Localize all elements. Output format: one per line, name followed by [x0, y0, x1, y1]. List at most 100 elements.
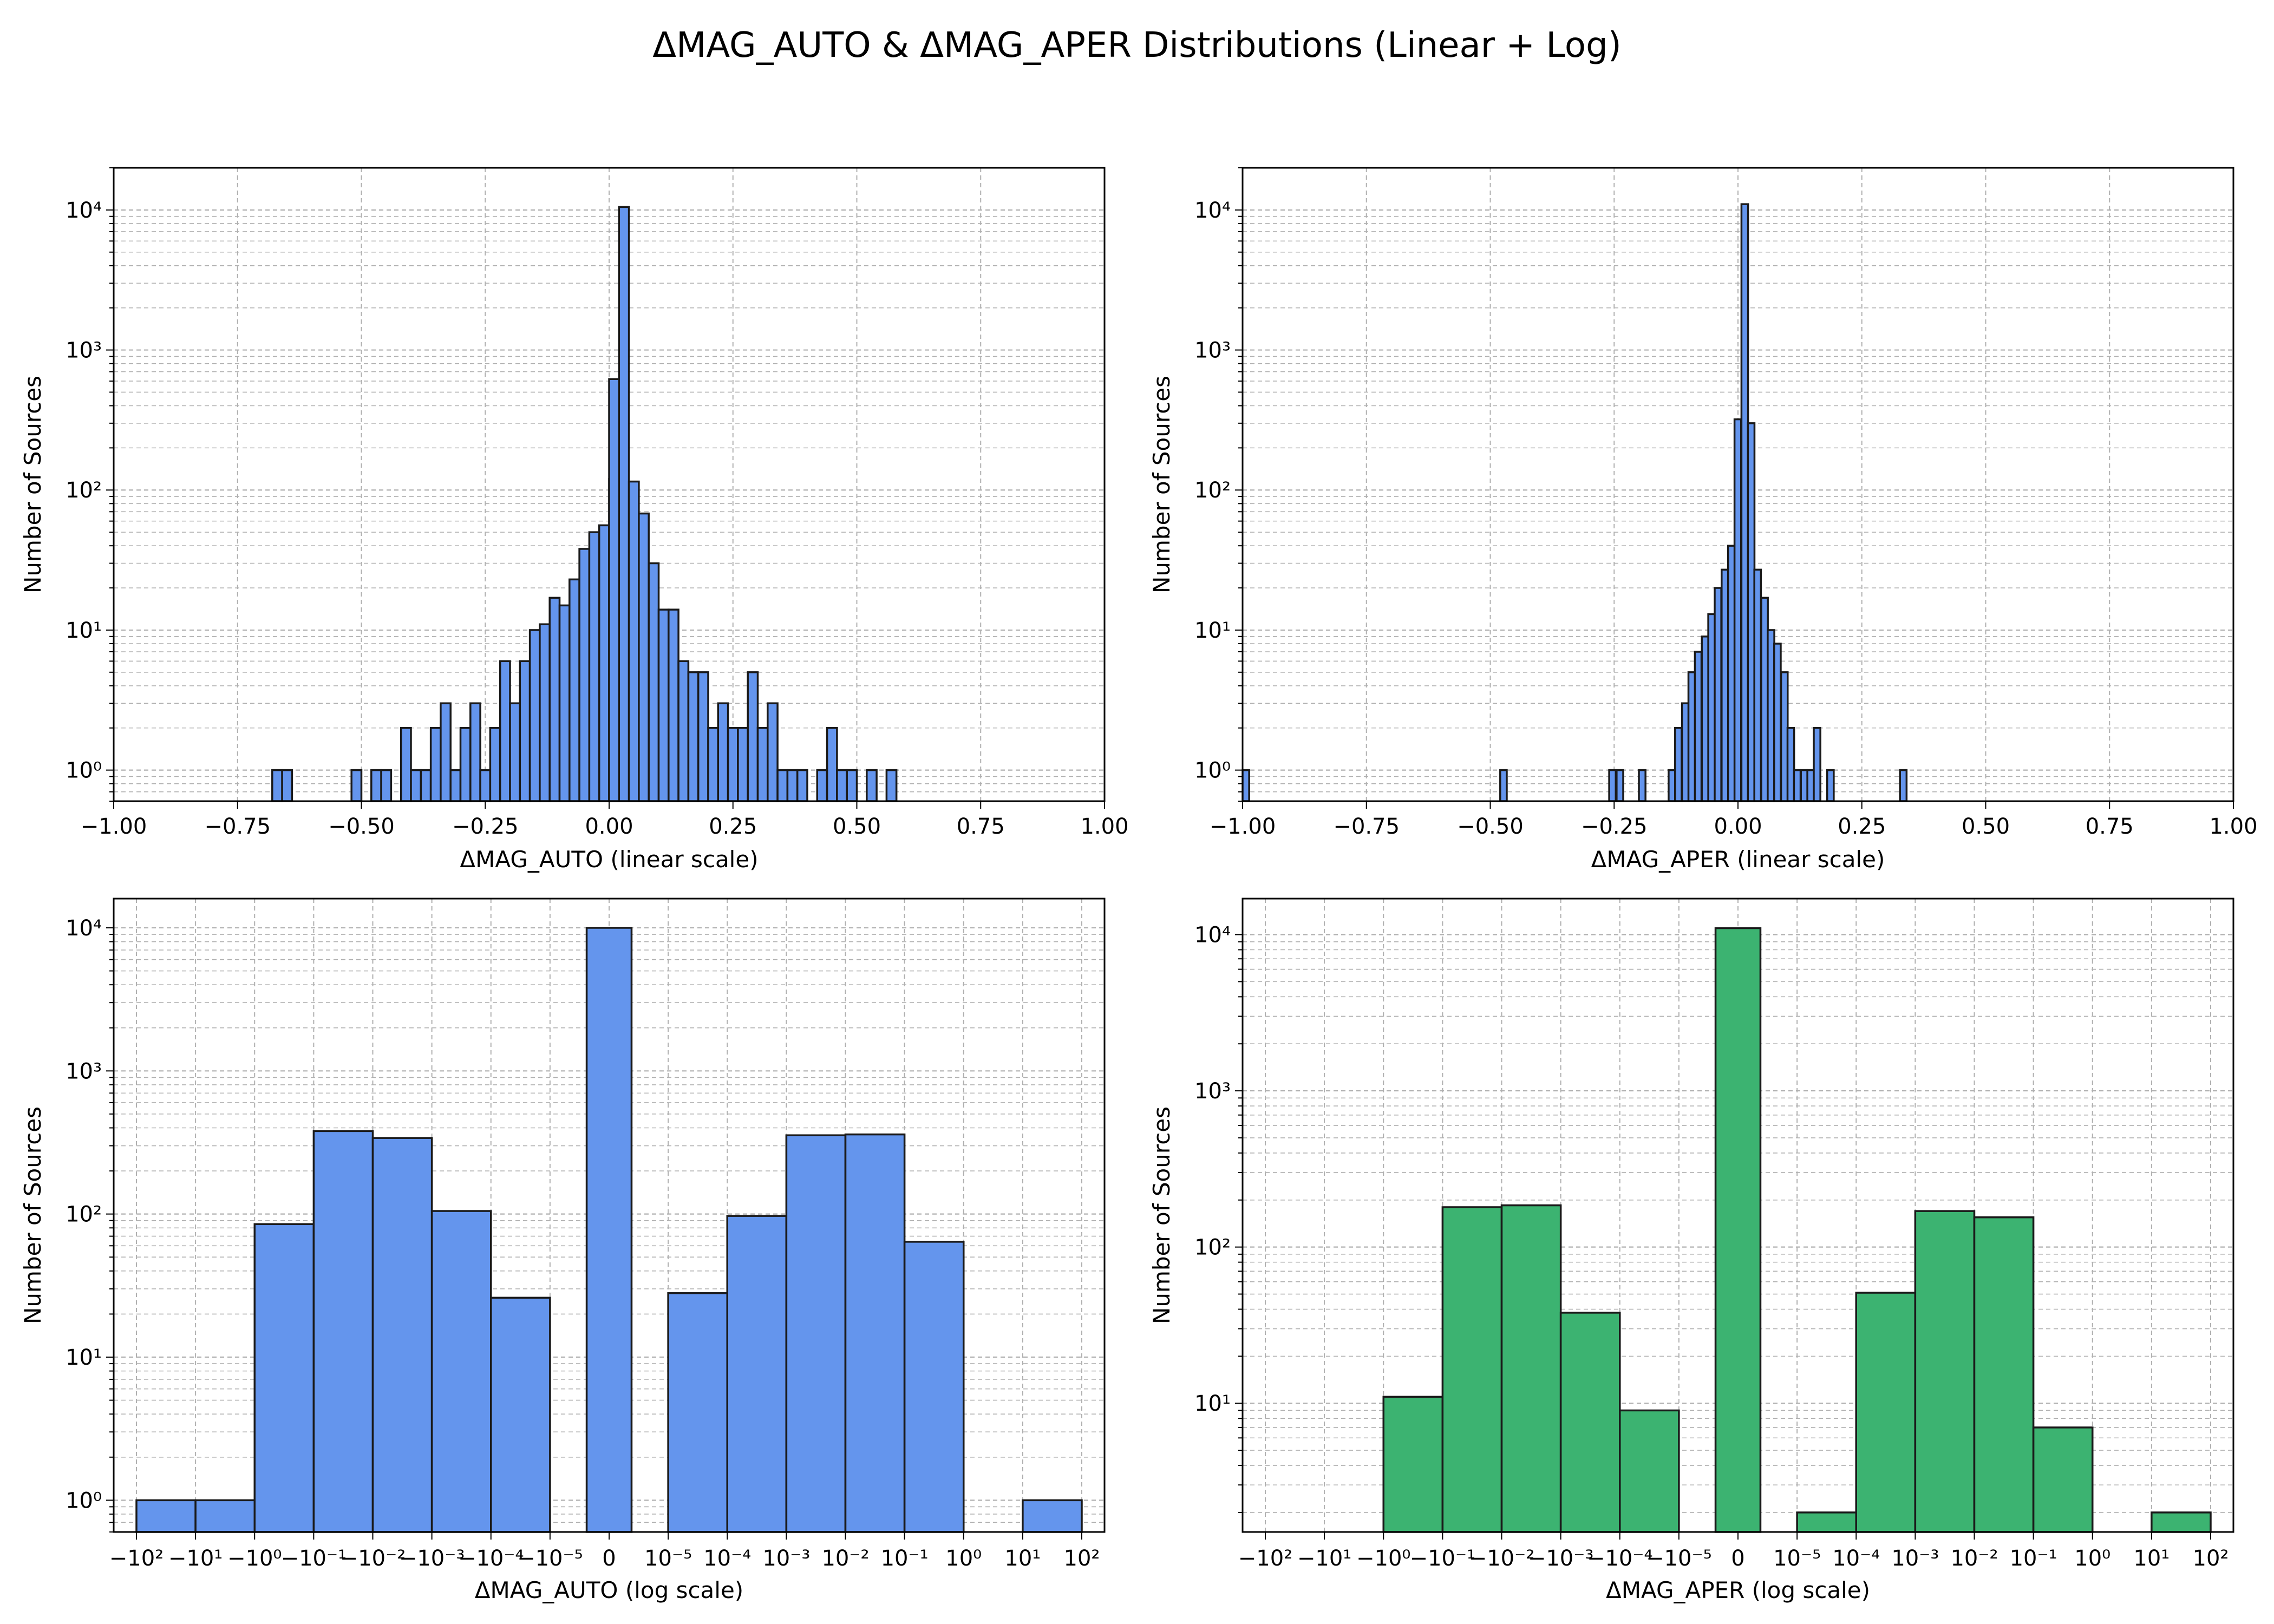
x-tick-label: −0.50	[328, 814, 395, 839]
x-tick-label: 10⁻¹	[2010, 1546, 2057, 1571]
x-tick-label: 10⁻⁴	[703, 1546, 751, 1571]
y-tick-label: 10³	[1194, 338, 1231, 363]
chart-panel-auto-linear: 10⁰ 10¹ 10² 10³ 10⁴ −1.00 −0.75 −0.50 −0.25 0.00 0…	[19, 167, 1129, 873]
x-tick-label: 0.25	[709, 814, 757, 839]
histogram-bar	[844, 1133, 906, 1533]
x-tick-label: −10⁻³	[399, 1546, 465, 1571]
histogram-bar	[479, 769, 492, 802]
x-tick-label: −0.25	[452, 814, 519, 839]
histogram-bar	[528, 629, 541, 802]
y-ticks: 10⁰ 10¹ 10² 10³ 10⁴	[1194, 167, 1243, 802]
y-ticks: 10⁰ 10¹ 10² 10³ 10⁴	[66, 916, 114, 1533]
y-tick-label: 10²	[66, 1202, 102, 1227]
histogram-bar	[1826, 769, 1835, 802]
histogram-bar	[1499, 769, 1508, 802]
y-tick-label: 10³	[1194, 1079, 1231, 1104]
y-tick-label: 10⁰	[66, 758, 102, 783]
histogram-bar	[429, 726, 442, 802]
x-tick-label: 10¹	[2133, 1546, 2170, 1571]
y-axis-label: Number of Sources	[19, 376, 46, 593]
histogram-bar	[687, 671, 700, 802]
histogram-bar	[677, 660, 690, 802]
histogram-bar	[490, 1296, 551, 1533]
histogram-bar	[568, 578, 580, 802]
x-tick-label: 10⁻³	[762, 1546, 810, 1571]
histogram-bar	[707, 726, 720, 802]
y-tick-label: 10²	[1194, 478, 1231, 503]
x-tick-label: 1.00	[1080, 814, 1128, 839]
histogram-bar	[489, 726, 501, 802]
histogram-bar	[578, 548, 591, 802]
x-tick-label: 1.00	[2209, 814, 2257, 839]
x-tick-label: −10²	[1238, 1546, 1292, 1571]
histogram-bar	[747, 671, 759, 802]
histogram-bar	[796, 769, 808, 802]
histogram-bar	[1608, 769, 1617, 802]
y-tick-label: 10²	[1194, 1235, 1231, 1260]
histogram-bar	[737, 726, 749, 802]
y-tick-label: 10⁴	[1194, 198, 1231, 223]
histogram-bar	[440, 702, 452, 802]
x-tick-label: 10⁰	[945, 1546, 982, 1571]
y-tick-label: 10³	[66, 1059, 102, 1084]
y-tick-label: 10³	[66, 338, 102, 363]
axes-frame	[113, 167, 1106, 802]
histogram-bar	[885, 769, 898, 802]
histogram-bar	[253, 1223, 315, 1533]
histogram-bar	[1022, 1499, 1083, 1533]
histogram-bar	[756, 726, 769, 802]
histogram-bar	[1382, 1396, 1444, 1533]
histogram-bar	[449, 769, 462, 802]
x-tick-label: −10⁻²	[340, 1546, 406, 1571]
y-tick-label: 10⁰	[1194, 758, 1231, 783]
histogram-bar	[697, 671, 709, 802]
y-tick-label: 10²	[66, 478, 102, 503]
histogram-bar	[1559, 1312, 1621, 1533]
x-tick-label: −0.25	[1581, 814, 1648, 839]
x-tick-label: 10⁰	[2074, 1546, 2110, 1571]
x-tick-label: 10²	[2193, 1546, 2229, 1571]
histogram-bar	[312, 1130, 374, 1533]
histogram-bar	[667, 1292, 728, 1533]
histogram-bar	[539, 623, 551, 802]
histogram-bar	[1773, 643, 1782, 802]
y-tick-label: 10⁴	[1194, 923, 1231, 948]
chart-panel-aper-linear: 10⁰ 10¹ 10² 10³ 10⁴ −1.00 −0.75 −0.50 −0.25 0.00 0…	[1148, 167, 2258, 873]
x-ticks: −1.00 −0.75 −0.50 −0.25 0.00 0.25 0.50 0.75 1.00	[1210, 801, 2258, 839]
x-tick-label: 0	[602, 1546, 616, 1571]
x-tick-label: −10¹	[168, 1546, 223, 1571]
histogram-bar	[380, 769, 393, 802]
histogram-bar	[1793, 769, 1802, 802]
x-tick-label: 0.25	[1838, 814, 1886, 839]
y-tick-label: 10¹	[66, 618, 102, 643]
x-tick-label: −0.50	[1457, 814, 1524, 839]
histogram-bar	[657, 608, 670, 802]
y-ticks: 10⁰ 10¹ 10² 10³ 10⁴	[66, 167, 114, 802]
axes-frame	[1241, 898, 2234, 1533]
y-tick-label: 10⁴	[66, 198, 102, 223]
x-tick-label: 10⁻⁵	[644, 1546, 692, 1571]
x-tick-label: 0.50	[1962, 814, 2010, 839]
histogram-bar	[785, 1134, 847, 1533]
histogram-bar	[1441, 1206, 1503, 1533]
x-tick-label: −10⁻⁴	[458, 1546, 524, 1571]
x-tick-label: 10¹	[1004, 1546, 1041, 1571]
histogram-bar	[1899, 769, 1908, 802]
histogram-bar	[371, 1137, 433, 1533]
histogram-bar	[618, 206, 630, 802]
y-ticks: 10¹ 10² 10³ 10⁴	[1194, 923, 1243, 1513]
x-tick-label: 10⁻¹	[881, 1546, 929, 1571]
histogram-bar	[846, 769, 858, 802]
x-tick-label: −10⁻¹	[1410, 1546, 1476, 1571]
histogram-bar	[370, 769, 382, 802]
x-tick-label: 0.50	[833, 814, 881, 839]
histogram-bar	[509, 702, 521, 802]
x-ticks: −10² −10¹ −10⁰−10⁻¹−10⁻²−10⁻³−10⁻⁴−10⁻⁵ 0 10…	[1238, 1532, 2229, 1571]
x-axis-label: ΔMAG_AUTO (linear scale)	[460, 846, 758, 873]
x-tick-label: 0.75	[957, 814, 1005, 839]
x-tick-label: 0.00	[585, 814, 633, 839]
x-tick-label: −0.75	[1333, 814, 1400, 839]
histogram-bar	[400, 726, 412, 802]
